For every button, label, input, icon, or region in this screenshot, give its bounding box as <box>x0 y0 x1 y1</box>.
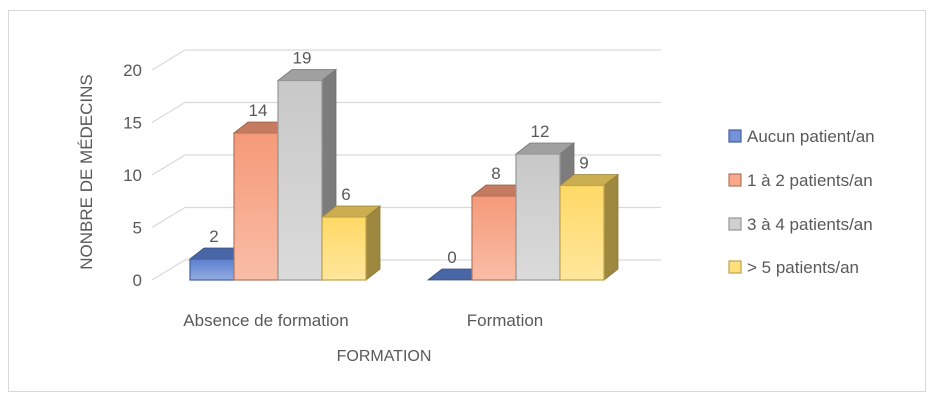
y-tick-label: 5 <box>133 219 142 238</box>
x-tick-label: Formation <box>467 311 544 330</box>
data-label: 9 <box>579 154 588 173</box>
y-tick-label: 15 <box>123 114 142 133</box>
gridline <box>151 101 661 124</box>
x-axis-title: FORMATION <box>337 348 432 365</box>
y-tick-label: 20 <box>123 61 142 80</box>
chart-frame <box>8 10 926 392</box>
data-label: 14 <box>249 101 268 120</box>
legend-swatch <box>728 260 742 274</box>
legend-item: 1 à 2 patients/an <box>728 171 873 190</box>
legend: Aucun patient/an 1 à 2 patients/an 3 à 4 p… <box>728 127 875 277</box>
y-axis-ticks: 0 5 10 15 20 <box>123 61 142 290</box>
legend-swatch <box>728 173 742 187</box>
y-tick-label: 10 <box>123 166 142 185</box>
gridline <box>151 49 661 71</box>
bar <box>558 173 620 281</box>
data-labels: 2 14 19 6 0 8 12 9 <box>209 49 588 268</box>
data-label: 8 <box>491 164 500 183</box>
bar <box>320 205 382 281</box>
legend-item: Aucun patient/an <box>728 127 875 146</box>
x-axis-ticks: Absence de formation Formation <box>183 311 543 330</box>
data-label: 12 <box>531 122 550 141</box>
data-label: 6 <box>341 185 350 204</box>
legend-label: 1 à 2 patients/an <box>747 171 873 190</box>
data-label: 0 <box>447 248 456 267</box>
y-axis-title: NONBRE DE MÉDECINS <box>77 74 96 270</box>
legend-swatch <box>728 129 742 143</box>
x-tick-label: Absence de formation <box>183 311 348 330</box>
data-label: 2 <box>209 227 218 246</box>
y-tick-label: 0 <box>133 271 142 290</box>
legend-swatch <box>728 217 742 231</box>
legend-label: > 5 patients/an <box>747 258 859 277</box>
legend-label: Aucun patient/an <box>747 127 875 146</box>
bar <box>276 68 338 281</box>
gridline <box>151 154 661 176</box>
bars <box>188 68 620 281</box>
data-label: 19 <box>293 49 312 68</box>
legend-item: > 5 patients/an <box>728 258 859 277</box>
legend-item: 3 à 4 patients/an <box>728 215 873 234</box>
legend-label: 3 à 4 patients/an <box>747 215 873 234</box>
